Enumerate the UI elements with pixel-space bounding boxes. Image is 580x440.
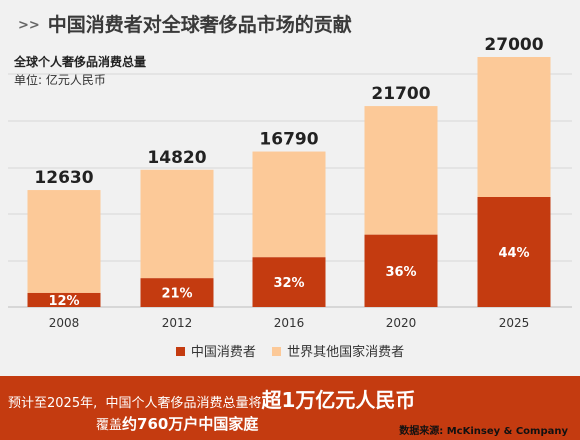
- footer-banner: 预计至2025年, 中国个人奢侈品消费总量将超1万亿元人民币 覆盖约760万户中…: [0, 376, 580, 440]
- bar-chart: 12630 12% 2008 14820 21% 2012 16790 32% 2016 2170…: [8, 35, 572, 330]
- chart-title: >> 中国消费者对全球奢侈品市场的贡献: [18, 10, 352, 37]
- title-marker: >>: [18, 18, 40, 33]
- total-label-2025: 27000: [484, 35, 543, 55]
- share-label-2012: 21%: [161, 287, 192, 302]
- x-tick-label-2020: 2020: [386, 316, 417, 330]
- bar-china-2025: [477, 197, 551, 307]
- footer-line-1: 预计至2025年, 中国个人奢侈品消费总量将超1万亿元人民币: [8, 384, 415, 413]
- bar-rest-of-world-2016: [252, 151, 326, 258]
- x-tick-label-2025: 2025: [499, 316, 530, 330]
- x-tick-label-2016: 2016: [274, 316, 305, 330]
- bar-china-2012: [140, 278, 214, 307]
- share-label-2025: 44%: [498, 246, 529, 261]
- x-tick-label-2012: 2012: [162, 316, 193, 330]
- bars: 12630 12% 2008 14820 21% 2012 16790 32% 2016 2170…: [27, 35, 551, 330]
- data-source: 数据来源: McKinsey & Company: [399, 426, 568, 437]
- legend-swatch-china: [175, 347, 185, 356]
- bar-china-2016: [252, 257, 326, 307]
- bar-china-2008: [27, 292, 101, 307]
- legend-label-china: 中国消费者: [190, 345, 256, 360]
- footer-mid: 中国个人奢侈品消费总量将: [105, 396, 262, 411]
- footer-highlight: 超1万亿元人民币: [261, 388, 416, 412]
- bar-rest-of-world-2025: [477, 57, 551, 197]
- footer-line2-highlight: 约760万户中国家庭: [122, 415, 259, 433]
- chart-subtitle: 全球个人奢侈品消费总量: [14, 55, 147, 69]
- bar-rest-of-world-2020: [364, 106, 438, 235]
- bar-rest-of-world-2012: [140, 169, 214, 279]
- total-label-2020: 21700: [371, 84, 430, 104]
- total-label-2012: 14820: [147, 148, 206, 168]
- legend-item-rest-of-world: 世界其他国家消费者: [272, 341, 404, 360]
- x-tick-label-2008: 2008: [49, 316, 80, 330]
- legend-label-rest-of-world: 世界其他国家消费者: [287, 345, 405, 360]
- share-label-2020: 36%: [385, 265, 416, 280]
- footer-prefix: 预计至2025年,: [8, 396, 98, 411]
- legend: 中国消费者 世界其他国家消费者: [0, 341, 580, 360]
- total-label-2008: 12630: [34, 168, 93, 188]
- title-text: 中国消费者对全球奢侈品市场的贡献: [47, 14, 352, 36]
- total-label-2016: 16790: [259, 130, 318, 150]
- share-label-2008: 12%: [48, 294, 79, 309]
- share-label-2016: 32%: [273, 276, 304, 291]
- bar-rest-of-world-2008: [27, 190, 101, 293]
- bar-china-2020: [364, 234, 438, 307]
- footer-line2-prefix: 覆盖: [96, 418, 123, 433]
- legend-item-china: 中国消费者: [175, 341, 256, 360]
- unit-label: 单位: 亿元人民币: [14, 73, 106, 87]
- footer-line-2: 覆盖约760万户中国家庭: [96, 413, 258, 434]
- legend-swatch-rest-of-world: [272, 347, 282, 356]
